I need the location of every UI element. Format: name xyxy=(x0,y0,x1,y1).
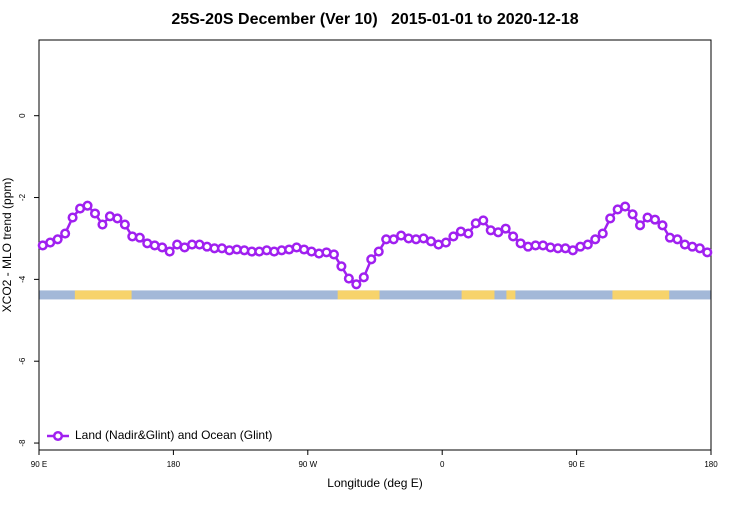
data-point xyxy=(358,272,369,283)
data-point xyxy=(702,247,713,258)
data-point xyxy=(67,212,78,223)
y-axis-label: XCO2 - MLO trend (ppm) xyxy=(0,178,14,313)
y-tick-label: -4 xyxy=(18,275,27,283)
data-point xyxy=(52,234,63,245)
data-point xyxy=(590,234,601,245)
data-point xyxy=(366,254,377,265)
data-point xyxy=(620,201,631,212)
data-point xyxy=(597,228,608,239)
land-segment xyxy=(74,290,132,300)
x-tick-label: 90 E xyxy=(31,460,47,469)
legend-label: Land (Nadir&Glint) and Ocean (Glint) xyxy=(75,428,272,442)
data-point xyxy=(343,273,354,284)
y-tick-label: -2 xyxy=(18,193,27,201)
x-tick-label: 0 xyxy=(440,460,445,469)
data-point xyxy=(694,243,705,254)
x-tick-label: 180 xyxy=(704,460,718,469)
data-point xyxy=(351,279,362,290)
data-point xyxy=(508,231,519,242)
data-point xyxy=(60,228,71,239)
data-point xyxy=(649,214,661,225)
data-point xyxy=(82,200,93,211)
plot-frame xyxy=(38,39,712,451)
data-point xyxy=(493,227,504,238)
data-point xyxy=(672,234,683,245)
legend-marker xyxy=(52,430,64,442)
data-point xyxy=(134,232,145,243)
y-tick-label: 0 xyxy=(18,113,27,118)
data-point xyxy=(440,237,451,248)
data-point xyxy=(119,219,130,230)
data-point xyxy=(478,215,489,226)
data-point xyxy=(567,245,578,256)
data-point xyxy=(164,246,175,257)
data-point xyxy=(157,242,168,253)
data-point xyxy=(373,246,384,257)
data-point xyxy=(635,220,646,231)
data-point xyxy=(657,220,668,231)
data-point xyxy=(627,209,638,220)
data-point xyxy=(328,249,339,260)
data-point xyxy=(448,231,459,242)
data-point xyxy=(463,228,474,239)
data-point xyxy=(388,234,399,245)
chart-title: 25S-20S December (Ver 10) 2015-01-01 to … xyxy=(171,11,578,28)
y-tick-label: -8 xyxy=(18,439,27,447)
data-point xyxy=(89,208,101,219)
x-tick-label: 180 xyxy=(167,460,181,469)
x-tick-label: 90 W xyxy=(298,460,317,469)
data-point xyxy=(582,239,593,250)
data-point xyxy=(336,261,347,272)
land-segment xyxy=(461,290,495,300)
data-point xyxy=(112,213,123,224)
land-segment xyxy=(612,290,670,300)
data-point xyxy=(97,219,108,230)
data-point xyxy=(500,223,511,234)
data-point xyxy=(605,213,616,224)
land-segment xyxy=(337,290,380,300)
x-tick-label: 90 E xyxy=(568,460,584,469)
y-tick-label: -6 xyxy=(18,357,27,365)
x-axis-label: Longitude (deg E) xyxy=(327,476,422,490)
land-segment xyxy=(506,290,516,300)
